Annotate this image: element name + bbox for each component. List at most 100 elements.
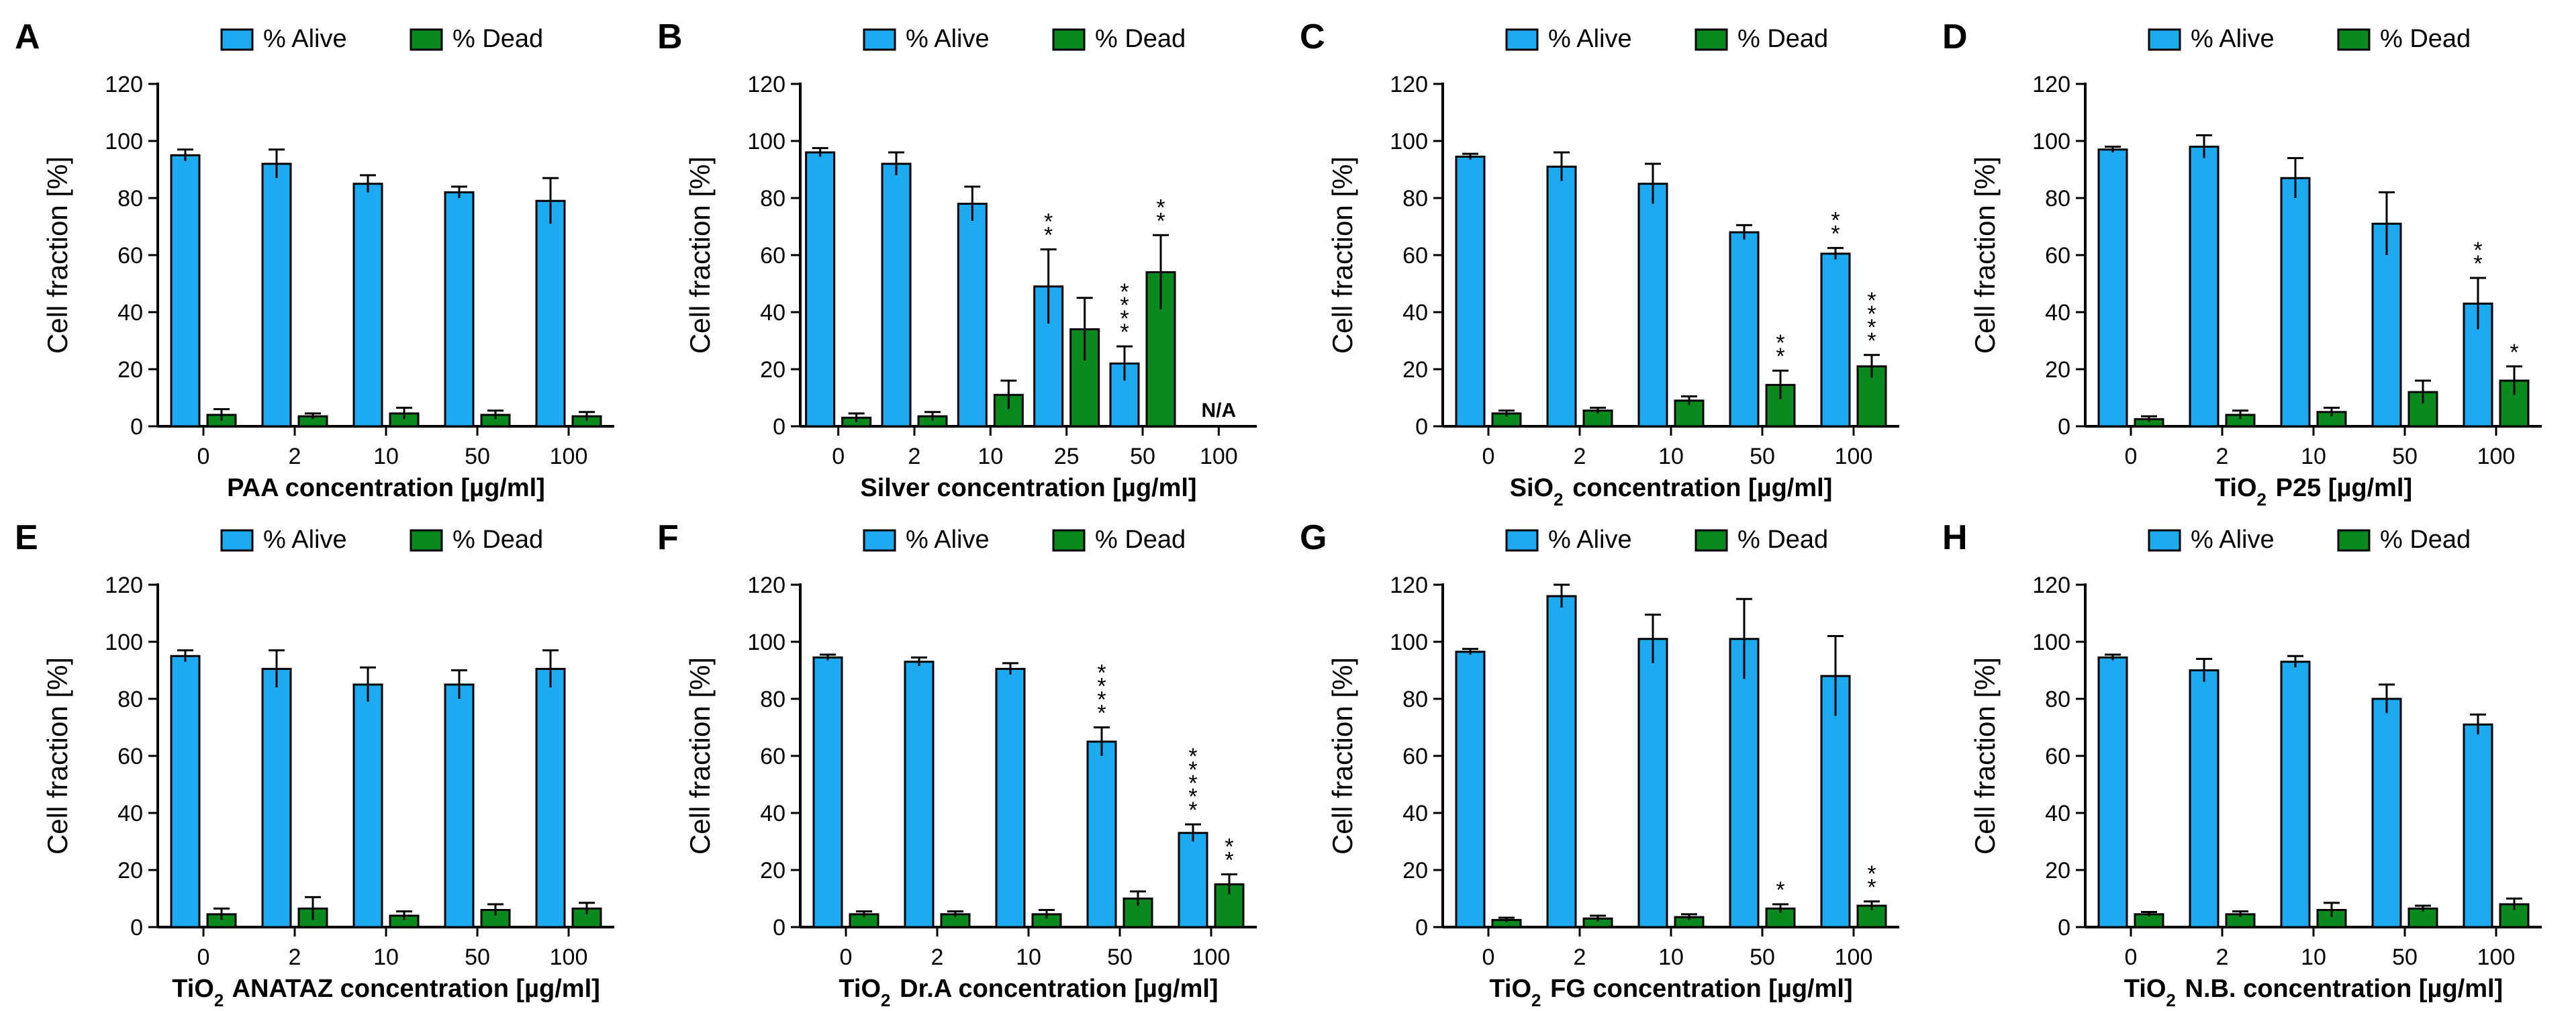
significance-star: * bbox=[1097, 661, 1106, 686]
legend-label-dead: % Dead bbox=[452, 25, 543, 53]
significance-star: * bbox=[1867, 328, 1876, 354]
panel-letter: B bbox=[657, 17, 683, 56]
panel-letter: C bbox=[1300, 17, 1325, 56]
significance-star: * bbox=[1776, 330, 1784, 356]
significance-star: * bbox=[1044, 209, 1053, 235]
bar-alive bbox=[1546, 165, 1577, 428]
panel-letter: H bbox=[1942, 518, 1968, 557]
y-tick-label: 120 bbox=[105, 72, 143, 97]
bar-alive bbox=[444, 191, 475, 428]
bar-alive bbox=[535, 667, 566, 928]
legend-label-dead: % Dead bbox=[1095, 25, 1186, 53]
significance-star: * bbox=[2473, 238, 2482, 263]
bar-alive bbox=[2189, 669, 2220, 928]
bar-alive bbox=[805, 151, 836, 428]
y-tick-label: 40 bbox=[760, 801, 785, 826]
legend-swatch-dead bbox=[1052, 28, 1086, 51]
y-tick-label: 60 bbox=[2045, 243, 2070, 269]
y-tick-label: 100 bbox=[105, 129, 143, 154]
y-tick-label: 40 bbox=[760, 300, 785, 326]
bar-alive bbox=[352, 183, 383, 428]
y-tick-label: 120 bbox=[2032, 72, 2070, 97]
bar-dead bbox=[480, 909, 511, 928]
significance-star: * bbox=[1776, 344, 1784, 369]
panel-letter: F bbox=[657, 518, 679, 557]
significance-star: * bbox=[1867, 875, 1876, 900]
legend-swatch-alive bbox=[863, 28, 896, 51]
bar-alive bbox=[2097, 148, 2128, 428]
significance-star: * bbox=[2473, 251, 2482, 277]
y-tick-label: 40 bbox=[117, 801, 143, 826]
bar-alive bbox=[1729, 638, 1760, 928]
bar-alive bbox=[352, 683, 383, 928]
y-tick-label: 0 bbox=[773, 915, 785, 941]
significance-star: * bbox=[1097, 674, 1106, 700]
significance-star: * bbox=[1867, 315, 1876, 340]
bar-alive bbox=[995, 667, 1026, 928]
panel-letter: D bbox=[1942, 17, 1968, 56]
y-tick-label: 80 bbox=[117, 687, 143, 712]
x-tick-label: 2 bbox=[289, 945, 301, 970]
x-tick-label: 50 bbox=[2392, 945, 2418, 970]
significance-star: * bbox=[1225, 847, 1233, 873]
y-tick-label: 80 bbox=[760, 186, 785, 211]
legend-swatch-alive bbox=[2148, 28, 2181, 51]
bar-alive bbox=[1178, 832, 1208, 928]
legend-label-alive: % Alive bbox=[906, 526, 990, 554]
x-tick-label: 2 bbox=[1574, 945, 1586, 970]
y-tick-label: 120 bbox=[1390, 573, 1428, 598]
legend-label-alive: % Alive bbox=[1548, 25, 1632, 53]
significance-star: * bbox=[1097, 701, 1106, 726]
x-tick-label: 2 bbox=[289, 444, 301, 469]
y-tick-label: 0 bbox=[130, 915, 143, 941]
x-axis-title: TiO2 N.B. concentration [µg/ml] bbox=[2124, 975, 2503, 1010]
legend-swatch-dead bbox=[410, 529, 443, 552]
x-tick-label: 10 bbox=[2301, 444, 2326, 469]
bar-alive bbox=[535, 199, 566, 428]
y-axis-title: Cell fraction [%] bbox=[1969, 156, 2001, 354]
y-tick-label: 60 bbox=[117, 744, 143, 769]
legend-swatch-alive bbox=[1505, 28, 1539, 51]
legend-swatch-dead bbox=[2337, 28, 2371, 51]
significance-star: * bbox=[1156, 208, 1165, 234]
bar-alive bbox=[1455, 651, 1486, 928]
bar-alive bbox=[2189, 146, 2220, 428]
bar-alive bbox=[1820, 675, 1851, 928]
bar-alive bbox=[444, 683, 475, 928]
x-axis-title: TiO2 Dr.A concentration [µg/ml] bbox=[839, 975, 1218, 1010]
bar-alive bbox=[2097, 656, 2128, 928]
significance-star: * bbox=[1225, 834, 1233, 859]
significance-star: * bbox=[1188, 798, 1197, 823]
x-tick-label: 50 bbox=[465, 444, 490, 469]
legend-label-alive: % Alive bbox=[2191, 25, 2275, 53]
x-tick-label: 10 bbox=[1658, 444, 1684, 469]
x-tick-label: 10 bbox=[373, 444, 399, 469]
significance-star: * bbox=[1044, 223, 1053, 248]
y-tick-label: 20 bbox=[760, 858, 785, 883]
y-tick-label: 100 bbox=[105, 630, 143, 655]
legend-swatch-alive bbox=[2148, 529, 2181, 552]
y-tick-label: 40 bbox=[2045, 801, 2070, 826]
y-tick-label: 60 bbox=[760, 243, 785, 269]
x-tick-label: 0 bbox=[832, 444, 845, 469]
x-tick-label: 25 bbox=[1054, 444, 1080, 469]
bar-alive bbox=[261, 667, 292, 928]
y-tick-label: 100 bbox=[2032, 630, 2070, 655]
y-tick-label: 120 bbox=[2032, 573, 2070, 598]
y-tick-label: 80 bbox=[1402, 687, 1428, 712]
y-tick-label: 100 bbox=[1390, 630, 1428, 655]
bar-alive bbox=[1729, 231, 1760, 428]
bar-alive bbox=[1546, 595, 1577, 928]
significance-star: * bbox=[1831, 207, 1840, 233]
x-tick-label: 10 bbox=[1016, 945, 1041, 970]
y-tick-label: 60 bbox=[117, 243, 143, 269]
x-tick-label: 10 bbox=[1658, 945, 1684, 970]
y-tick-label: 0 bbox=[130, 414, 143, 440]
panel-letter: A bbox=[15, 17, 40, 56]
x-tick-label: 100 bbox=[1835, 444, 1873, 469]
y-tick-label: 0 bbox=[2058, 414, 2070, 440]
bar-alive bbox=[957, 203, 988, 428]
